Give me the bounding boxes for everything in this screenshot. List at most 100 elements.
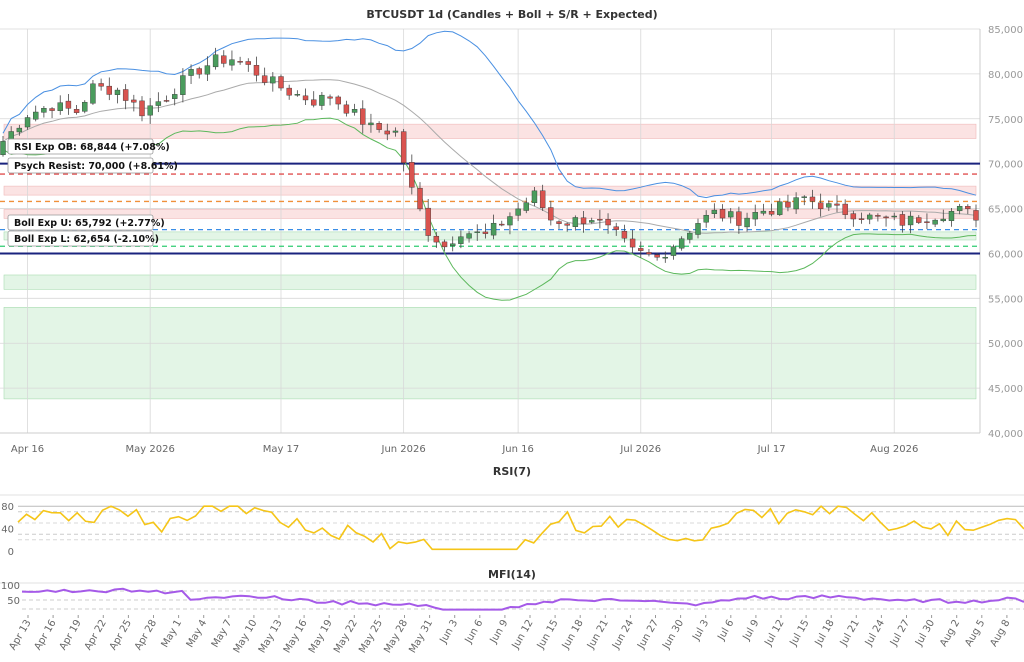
candle-body [507,216,513,226]
x-tick-label: Apr 16 [11,444,44,455]
y-tick-label: 75,000 [988,115,1023,126]
mfi-x-tick-label: Jul 30 [913,618,937,649]
mfi-x-tick-label: May 25 [357,618,385,655]
mfi-x-tick-label: May 1 [160,618,185,650]
mfi-x-tick-label: Aug 2 [938,618,962,649]
candle-body [392,130,399,133]
candle-body [458,236,464,244]
candle-body [270,76,276,84]
candle-body [196,68,202,75]
candle-body [646,252,652,255]
mfi-x-tick-label: Jun 12 [510,618,536,652]
mfi-x-tick-label: Jul 3 [690,618,711,643]
x-tick-label: May 2026 [126,444,175,455]
candle-body [482,231,489,234]
candle-body [49,108,55,111]
annotation-box [7,157,154,174]
candle-body [425,207,431,236]
candle-body [523,202,529,211]
candle-body [678,238,685,249]
candle-body [24,117,31,128]
y-tick-label: 55,000 [988,294,1023,305]
candle-body [261,75,268,83]
mfi-x-tick-label: Apr 19 [58,618,84,652]
y-tick-label: 65,000 [988,205,1023,216]
y-tick-label: 80,000 [988,70,1023,81]
y-tick-label: 50,000 [988,339,1023,350]
candle-body [580,217,587,224]
x-tick-label: Jun 16 [501,444,534,455]
candle-body [400,131,407,163]
candle-body [907,215,914,226]
x-tick-label: Aug 2026 [870,444,918,455]
candle-body [687,232,693,240]
candle-body [180,75,186,95]
rsi-panel-title: RSI(7) [493,465,531,478]
candle-body [515,208,521,216]
mfi-x-tick-label: May 31 [407,618,435,655]
candle-body [16,127,23,133]
candle-body [826,203,832,208]
rsi-line [17,505,1024,551]
mfi-x-tick-label: Jun 6 [463,618,486,646]
candle-body [98,83,104,87]
mfi-y-tick: 100 [1,581,20,592]
mfi-x-tick-label: Jul 27 [888,618,912,649]
candle-body [629,238,636,248]
mfi-x-tick-label: Jul 21 [838,618,862,649]
candle-body [973,210,979,221]
candle-body [589,220,595,223]
candle-body [605,219,611,226]
candle-body [278,76,284,89]
mfi-x-tick-label: Jun 15 [535,618,561,652]
mfi-x-tick-label: Apr 22 [83,618,109,652]
candle-body [924,221,930,223]
candle-body [752,212,758,220]
candle-body [253,65,260,76]
mfi-x-tick-label: Jun 21 [585,618,611,652]
support-zone-2 [3,307,977,400]
candle-body [65,100,72,109]
annotation-label: Boll Exp L: 62,654 (-2.10%) [14,234,159,245]
boll-upper-line [2,30,977,199]
candle-body [899,214,906,226]
candle-body [221,55,227,64]
candle-body [940,218,946,222]
candle-body [556,221,562,224]
candle-body [335,96,341,105]
main-chart-title: BTCUSDT 1d (Candles + Boll + S/R + Expec… [366,8,657,21]
mfi-x-tick-label: May 16 [282,618,310,655]
candle-body [785,201,791,208]
candle-body [711,209,718,214]
candle-body [327,96,333,99]
mfi-x-tick-label: Jul 24 [863,618,887,649]
candle-body [728,211,734,218]
candle-body [850,213,857,220]
candle-body [172,94,178,99]
candle-body [564,223,570,226]
mfi-x-tick-label: Jun 30 [660,618,686,652]
rsi-y-tick: 40 [1,525,14,536]
candle-body [932,219,938,225]
candle-body [490,222,497,236]
candle-body [360,108,366,125]
candle-body [57,102,63,111]
candle-body [474,231,480,233]
mfi-x-tick-label: Jun 18 [560,618,586,652]
mfi-x-tick-label: May 4 [185,618,210,650]
candle-body [188,69,194,76]
boll-lower-line [2,117,977,301]
candle-body [229,59,235,66]
candle-body [343,104,350,114]
candle-body [204,65,211,75]
main-price-panel: 85,000 80,000 75,000 70,000 65,000 60,000 55,0… [0,25,1023,455]
candle-body [466,233,472,239]
mfi-x-tick-label: Jul 12 [763,618,787,649]
mfi-line [21,587,1024,611]
candle-body [793,197,799,210]
mfi-x-tick-label: May 19 [307,618,335,655]
candle-body [965,206,971,209]
candle-body [621,230,628,239]
candle-body [155,101,162,106]
